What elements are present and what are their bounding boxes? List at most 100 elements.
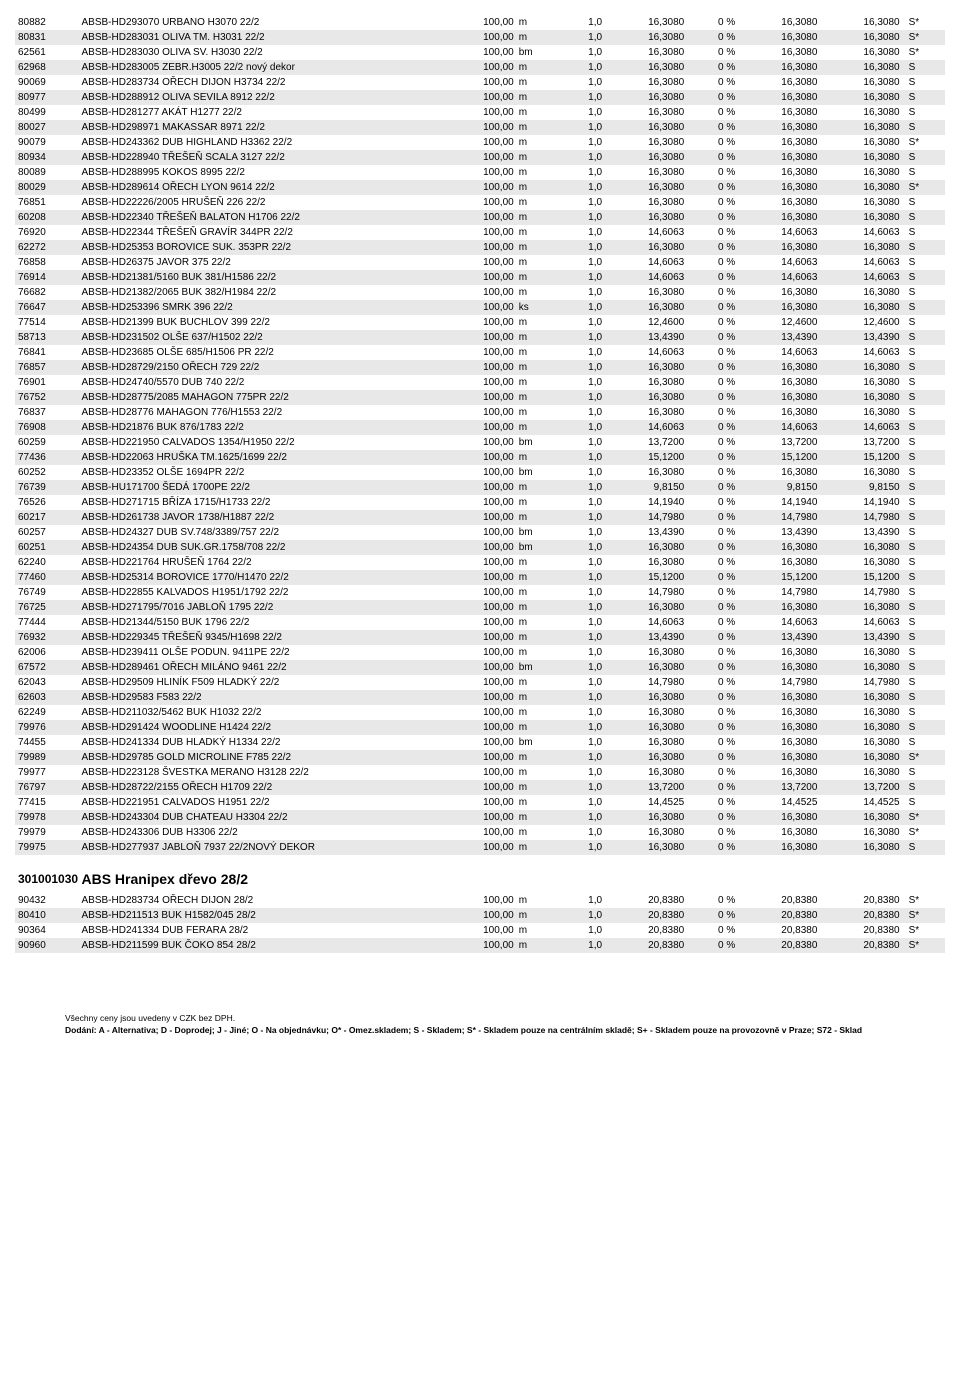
cell-code: 76647	[15, 300, 78, 315]
cell-qty: 100,00	[447, 510, 517, 525]
cell-mult: 1,0	[554, 750, 605, 765]
cell-desc: ABSB-HD288912 OLIVA SEVILA 8912 22/2	[78, 90, 447, 105]
cell-price2: 14,1940	[738, 495, 820, 510]
table-row: 76841ABSB-HD23685 OLŠE 685/H1506 PR 22/2…	[15, 345, 945, 360]
cell-mult: 1,0	[554, 540, 605, 555]
cell-price3: 20,8380	[820, 938, 902, 953]
cell-desc: ABSB-HD24327 DUB SV.748/3389/757 22/2	[78, 525, 447, 540]
cell-code: 62249	[15, 705, 78, 720]
cell-price1: 20,8380	[605, 893, 687, 908]
cell-pct: 0 %	[687, 285, 738, 300]
cell-mult: 1,0	[554, 135, 605, 150]
cell-price2: 14,4525	[738, 795, 820, 810]
cell-flag: S	[903, 75, 945, 90]
cell-code: 79978	[15, 810, 78, 825]
table-row: 58713ABSB-HD231502 OLŠE 637/H1502 22/210…	[15, 330, 945, 345]
cell-price1: 16,3080	[605, 210, 687, 225]
cell-qty: 100,00	[447, 765, 517, 780]
cell-code: 79976	[15, 720, 78, 735]
cell-pct: 0 %	[687, 300, 738, 315]
cell-code: 76857	[15, 360, 78, 375]
cell-price1: 16,3080	[605, 705, 687, 720]
cell-price2: 20,8380	[738, 893, 820, 908]
cell-unit: m	[517, 615, 554, 630]
table-row: 76908ABSB-HD21876 BUK 876/1783 22/2100,0…	[15, 420, 945, 435]
cell-flag: S	[903, 555, 945, 570]
cell-price2: 16,3080	[738, 735, 820, 750]
table-row: 79978ABSB-HD243304 DUB CHATEAU H3304 22/…	[15, 810, 945, 825]
cell-flag: S	[903, 660, 945, 675]
cell-pct: 0 %	[687, 75, 738, 90]
cell-mult: 1,0	[554, 450, 605, 465]
cell-desc: ABSB-HD271795/7016 JABLOŇ 1795 22/2	[78, 600, 447, 615]
cell-price1: 16,3080	[605, 120, 687, 135]
cell-mult: 1,0	[554, 840, 605, 855]
cell-unit: m	[517, 345, 554, 360]
cell-flag: S*	[903, 810, 945, 825]
cell-pct: 0 %	[687, 60, 738, 75]
cell-price3: 16,3080	[820, 735, 902, 750]
cell-mult: 1,0	[554, 330, 605, 345]
cell-price2: 16,3080	[738, 555, 820, 570]
table-row: 60252ABSB-HD23352 OLŠE 1694PR 22/2100,00…	[15, 465, 945, 480]
table-row: 60251ABSB-HD24354 DUB SUK.GR.1758/708 22…	[15, 540, 945, 555]
table-row: 76739ABSB-HU171700 ŠEDÁ 1700PE 22/2100,0…	[15, 480, 945, 495]
cell-pct: 0 %	[687, 908, 738, 923]
cell-mult: 1,0	[554, 660, 605, 675]
table-row: 79975ABSB-HD277937 JABLOŇ 7937 22/2NOVÝ …	[15, 840, 945, 855]
cell-mult: 1,0	[554, 240, 605, 255]
cell-price2: 16,3080	[738, 195, 820, 210]
cell-qty: 100,00	[447, 240, 517, 255]
cell-price1: 16,3080	[605, 555, 687, 570]
cell-code: 80027	[15, 120, 78, 135]
cell-price1: 16,3080	[605, 90, 687, 105]
cell-unit: bm	[517, 525, 554, 540]
cell-desc: ABSB-HD283005 ZEBR.H3005 22/2 nový dekor	[78, 60, 447, 75]
cell-qty: 100,00	[447, 135, 517, 150]
cell-code: 60257	[15, 525, 78, 540]
cell-flag: S	[903, 195, 945, 210]
cell-unit: m	[517, 765, 554, 780]
cell-price2: 20,8380	[738, 938, 820, 953]
cell-qty: 100,00	[447, 345, 517, 360]
table-row: 60208ABSB-HD22340 TŘEŠEŇ BALATON H1706 2…	[15, 210, 945, 225]
table-row: 76914ABSB-HD21381/5160 BUK 381/H1586 22/…	[15, 270, 945, 285]
cell-mult: 1,0	[554, 375, 605, 390]
cell-unit: bm	[517, 45, 554, 60]
cell-pct: 0 %	[687, 270, 738, 285]
table-row: 62006ABSB-HD239411 OLŠE PODUN. 9411PE 22…	[15, 645, 945, 660]
cell-flag: S	[903, 570, 945, 585]
cell-code: 60217	[15, 510, 78, 525]
cell-mult: 1,0	[554, 210, 605, 225]
cell-price2: 16,3080	[738, 690, 820, 705]
cell-price2: 16,3080	[738, 600, 820, 615]
cell-flag: S*	[903, 15, 945, 30]
cell-unit: m	[517, 30, 554, 45]
footer-line2: Dodání: A - Alternativa; D - Doprodej; J…	[65, 1025, 945, 1037]
cell-qty: 100,00	[447, 720, 517, 735]
cell-price3: 16,3080	[820, 555, 902, 570]
cell-price1: 16,3080	[605, 180, 687, 195]
cell-price1: 14,4525	[605, 795, 687, 810]
cell-price2: 20,8380	[738, 923, 820, 938]
footer-line1: Všechny ceny jsou uvedeny v CZK bez DPH.	[65, 1013, 945, 1025]
cell-desc: ABSB-HD29583 F583 22/2	[78, 690, 447, 705]
cell-mult: 1,0	[554, 165, 605, 180]
cell-unit: m	[517, 180, 554, 195]
cell-flag: S*	[903, 908, 945, 923]
cell-desc: ABSB-HD271715 BŘÍZA 1715/H1733 22/2	[78, 495, 447, 510]
cell-mult: 1,0	[554, 908, 605, 923]
cell-unit: m	[517, 255, 554, 270]
cell-pct: 0 %	[687, 585, 738, 600]
cell-code: 76920	[15, 225, 78, 240]
cell-code: 90364	[15, 923, 78, 938]
cell-mult: 1,0	[554, 345, 605, 360]
cell-flag: S	[903, 690, 945, 705]
table-row: 76857ABSB-HD28729/2150 OŘECH 729 22/2100…	[15, 360, 945, 375]
cell-mult: 1,0	[554, 780, 605, 795]
cell-mult: 1,0	[554, 555, 605, 570]
cell-flag: S	[903, 735, 945, 750]
cell-flag: S	[903, 345, 945, 360]
cell-price3: 16,3080	[820, 135, 902, 150]
cell-unit: m	[517, 15, 554, 30]
